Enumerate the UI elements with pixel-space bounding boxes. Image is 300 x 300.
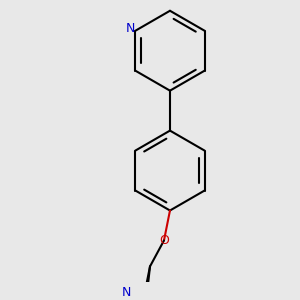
Text: N: N	[121, 286, 130, 299]
Text: O: O	[159, 234, 169, 247]
Text: N: N	[126, 22, 135, 35]
